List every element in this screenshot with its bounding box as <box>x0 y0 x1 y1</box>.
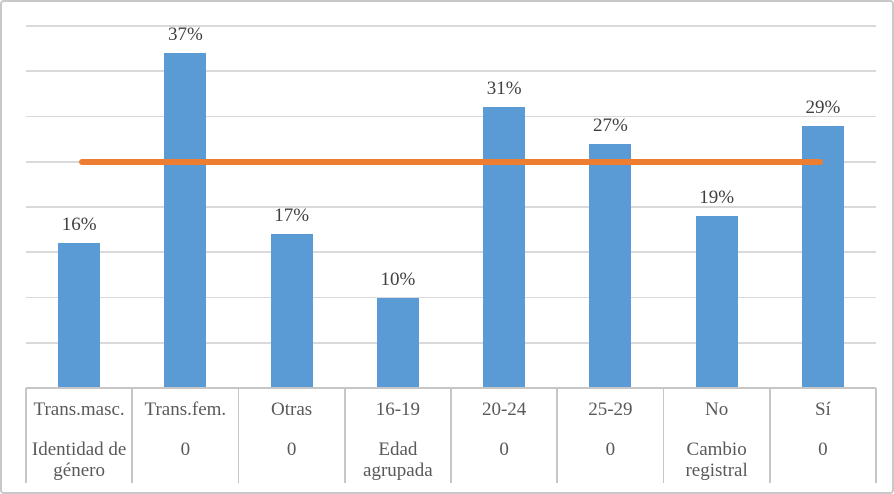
gridline-10pct <box>26 296 876 299</box>
data-label: 37% <box>167 24 203 46</box>
bar-s- <box>801 125 844 388</box>
group-label: 0 <box>605 439 616 460</box>
axis-divider <box>131 388 134 483</box>
bar-otras <box>270 234 313 388</box>
axis-divider <box>662 388 665 483</box>
category-axis-line <box>26 387 876 389</box>
group-label: 0 <box>499 439 509 460</box>
group-label: 0 <box>286 439 297 460</box>
group-label: Cambio registral <box>685 439 748 481</box>
data-label: 17% <box>274 205 310 227</box>
data-label: 27% <box>592 114 628 136</box>
reference-line <box>79 158 823 165</box>
data-label: 19% <box>699 187 735 209</box>
bar-trans-fem- <box>164 53 207 388</box>
axis-divider <box>450 388 452 483</box>
category-label: Trans.masc. <box>33 399 125 420</box>
gridline-35pct <box>26 70 876 73</box>
category-label: Otras <box>271 399 313 420</box>
axis-divider <box>768 388 771 483</box>
gridline-15pct <box>26 251 876 254</box>
category-label: 16-19 <box>375 399 421 420</box>
gridline-20pct <box>26 206 876 208</box>
group-label: Identidad de género <box>31 439 127 481</box>
group-label: 0 <box>818 439 828 460</box>
axis-divider <box>875 388 877 483</box>
data-label: 10% <box>380 268 416 290</box>
axis-divider <box>556 388 559 483</box>
bar-25-29 <box>589 143 632 388</box>
gridline-5pct <box>26 341 876 344</box>
data-label: 29% <box>805 96 841 118</box>
group-label: 0 <box>180 439 191 460</box>
bar-16-19 <box>376 297 419 388</box>
axis-divider <box>343 388 346 483</box>
category-label: No <box>705 399 729 420</box>
gridline-30pct <box>26 115 876 118</box>
bar-no <box>695 216 738 388</box>
axis-divider <box>237 388 240 483</box>
data-label: 16% <box>61 214 97 236</box>
group-label: Edad agrupada <box>363 439 433 481</box>
bar-trans-masc- <box>58 243 101 388</box>
category-label: 25-29 <box>588 399 633 420</box>
category-label: Sí <box>814 399 831 420</box>
gridline-40pct <box>26 25 876 27</box>
axis-divider <box>25 388 27 483</box>
category-label: Trans.fem. <box>144 399 227 420</box>
category-label: 20-24 <box>481 399 527 420</box>
data-label: 31% <box>486 78 522 100</box>
bar-20-24 <box>483 107 526 388</box>
